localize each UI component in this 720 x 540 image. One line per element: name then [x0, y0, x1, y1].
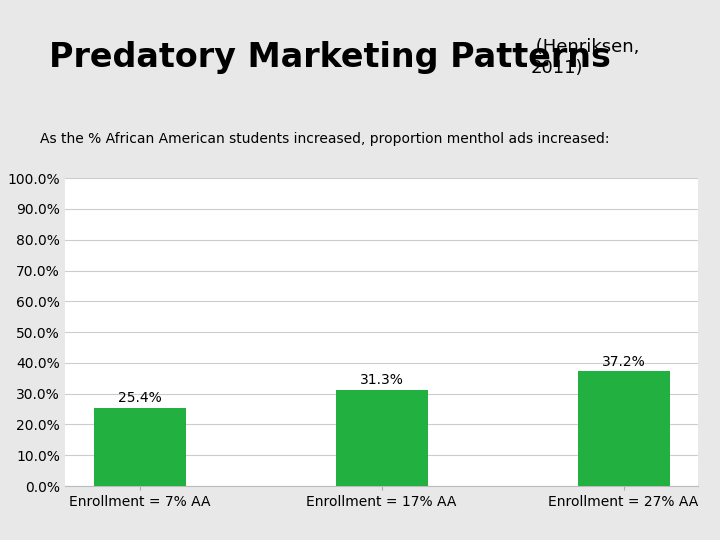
Text: 31.3%: 31.3%: [360, 373, 403, 387]
Bar: [577, 372, 670, 486]
Text: (Henriksen,
2011): (Henriksen, 2011): [531, 38, 639, 77]
Text: As the % African American students increased, proportion menthol ads increased:: As the % African American students incre…: [40, 132, 609, 146]
Text: Predatory Marketing Patterns: Predatory Marketing Patterns: [49, 41, 611, 74]
Bar: [336, 390, 428, 486]
Bar: [94, 408, 186, 486]
Text: 37.2%: 37.2%: [602, 355, 646, 369]
Text: 25.4%: 25.4%: [117, 392, 161, 406]
